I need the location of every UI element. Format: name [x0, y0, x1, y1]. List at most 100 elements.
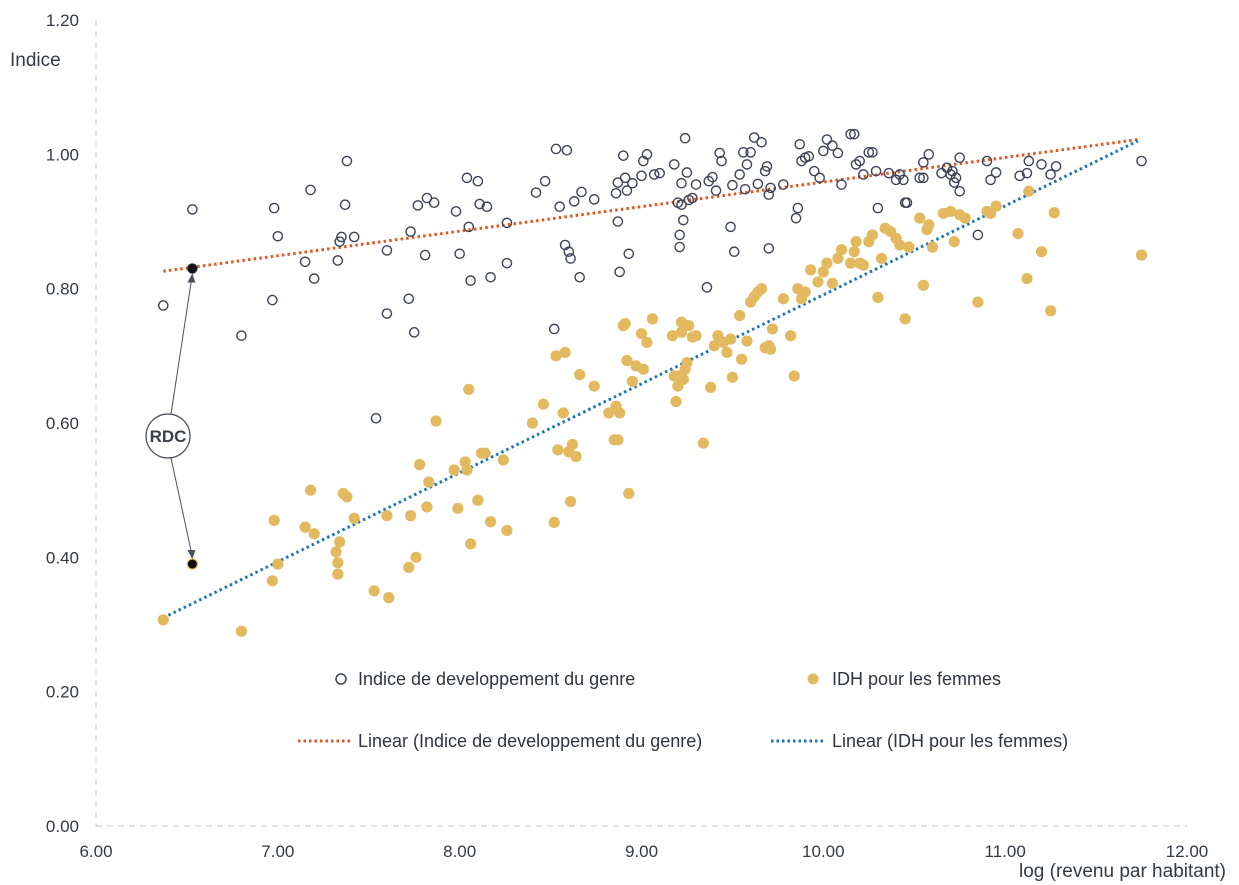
gdi-point — [454, 248, 465, 260]
gdi-point — [836, 179, 847, 190]
hdi-women-point — [341, 491, 353, 503]
rdc-arrow-up — [170, 280, 192, 415]
hdi-women-point — [755, 283, 768, 295]
hdi-women-point — [559, 346, 571, 359]
gdi-point — [716, 155, 727, 167]
hdi-women-point — [464, 538, 477, 550]
x-tick-label: 6.00 — [79, 842, 112, 861]
gdi-point — [867, 147, 878, 158]
gdi-point — [463, 221, 475, 233]
hdi-women-point — [835, 244, 848, 256]
gdi-point — [707, 171, 718, 183]
gdi-point — [890, 174, 902, 186]
hdi-women-point — [724, 333, 737, 345]
gdi-point — [472, 175, 484, 187]
gdi-point — [756, 136, 767, 148]
hdi-women-point — [268, 514, 280, 526]
hdi-women-point — [1012, 227, 1024, 240]
hdi-women-point — [266, 575, 278, 587]
gdi-point — [739, 183, 751, 195]
gdi-point — [187, 263, 198, 274]
gdi-point — [574, 271, 585, 283]
gdi-point — [898, 174, 909, 186]
hdi-women-point — [614, 407, 626, 419]
legend-hdi-marker — [807, 673, 819, 685]
gdi-point — [348, 231, 360, 243]
gdi-point — [565, 253, 576, 264]
rdc-label: RDC — [150, 427, 187, 446]
x-tick-label: 12.00 — [1166, 842, 1209, 861]
hdi-women-point — [461, 464, 473, 476]
hdi-women-point — [670, 395, 682, 408]
gdi-point — [561, 145, 573, 156]
hdi-women-point — [566, 438, 579, 451]
hdi-women-point — [564, 495, 577, 508]
gdi-point — [854, 155, 866, 167]
gdi-point — [641, 149, 653, 160]
x-tick-label: 9.00 — [625, 842, 658, 861]
x-axis-ticks: 6.00 7.00 8.00 9.00 10.00 11.00 12.00 — [79, 842, 1208, 861]
hdi-women-point — [704, 381, 717, 394]
gdi-point — [341, 155, 353, 167]
gdi-point — [618, 150, 629, 161]
gdi-point — [741, 159, 753, 170]
hdi-women-point — [923, 219, 935, 231]
hdi-women-point — [821, 257, 833, 269]
rdc-callout: RDC — [145, 264, 197, 569]
rdc-arrowhead-up — [187, 273, 196, 283]
gdi-point — [501, 257, 513, 269]
gdi-point — [1050, 161, 1062, 172]
hdi-women-point — [612, 434, 624, 446]
hdi-women-point — [1021, 272, 1033, 285]
gdi-point — [818, 145, 829, 157]
rdc-label-circle — [145, 413, 191, 459]
series-gdi — [157, 128, 1147, 424]
y-axis-title: Indice — [10, 50, 61, 71]
gdi-point — [972, 229, 984, 241]
hdi-women-point — [497, 454, 509, 466]
hdi-women-point — [812, 276, 824, 288]
gdi-point — [872, 202, 884, 214]
hdi-women-point — [845, 257, 857, 269]
hdi-women-point — [501, 524, 513, 537]
hdi-women-point — [463, 383, 475, 396]
gdi-point — [419, 249, 431, 261]
hdi-women-point — [448, 464, 460, 476]
y-tick-label: 0.20 — [46, 683, 79, 702]
gdi-point — [759, 165, 771, 177]
hdi-women-point — [484, 516, 497, 528]
gdi-point — [1021, 167, 1033, 179]
hdi-women-point — [899, 313, 911, 325]
gdi-point — [678, 214, 689, 226]
rdc-arrowhead-down — [187, 550, 196, 560]
gdi-point — [738, 147, 749, 158]
hdi-women-point — [332, 568, 344, 580]
gdi-point — [954, 152, 966, 163]
hdi-women-point — [677, 373, 689, 385]
hdi-women-point — [403, 561, 415, 574]
gdi-point — [268, 202, 280, 214]
rdc-arrow-down — [170, 457, 192, 553]
gdi-point — [576, 186, 587, 198]
hdi-women-point — [414, 459, 426, 471]
hdi-women-point — [479, 447, 491, 459]
gdi-point — [648, 169, 660, 180]
hdi-women-point — [552, 444, 564, 456]
rdc-hdi-highlight — [187, 559, 197, 569]
hdi-women-point — [972, 296, 984, 308]
hdi-women-point — [697, 437, 709, 449]
axes — [95, 20, 1187, 827]
gdi-point — [914, 172, 926, 184]
y-tick-label: 0.40 — [46, 548, 79, 567]
gdi-point — [848, 128, 860, 140]
hdi-women-point — [272, 558, 284, 570]
hdi-women-point — [1023, 185, 1035, 197]
gdi-point — [918, 157, 929, 168]
gdi-point — [985, 174, 996, 186]
hdi-women-point — [550, 350, 562, 362]
gdi-point — [832, 147, 844, 159]
gdi-point — [299, 256, 311, 268]
hdi-women-point — [330, 546, 342, 558]
hdi-women-point — [472, 494, 484, 506]
